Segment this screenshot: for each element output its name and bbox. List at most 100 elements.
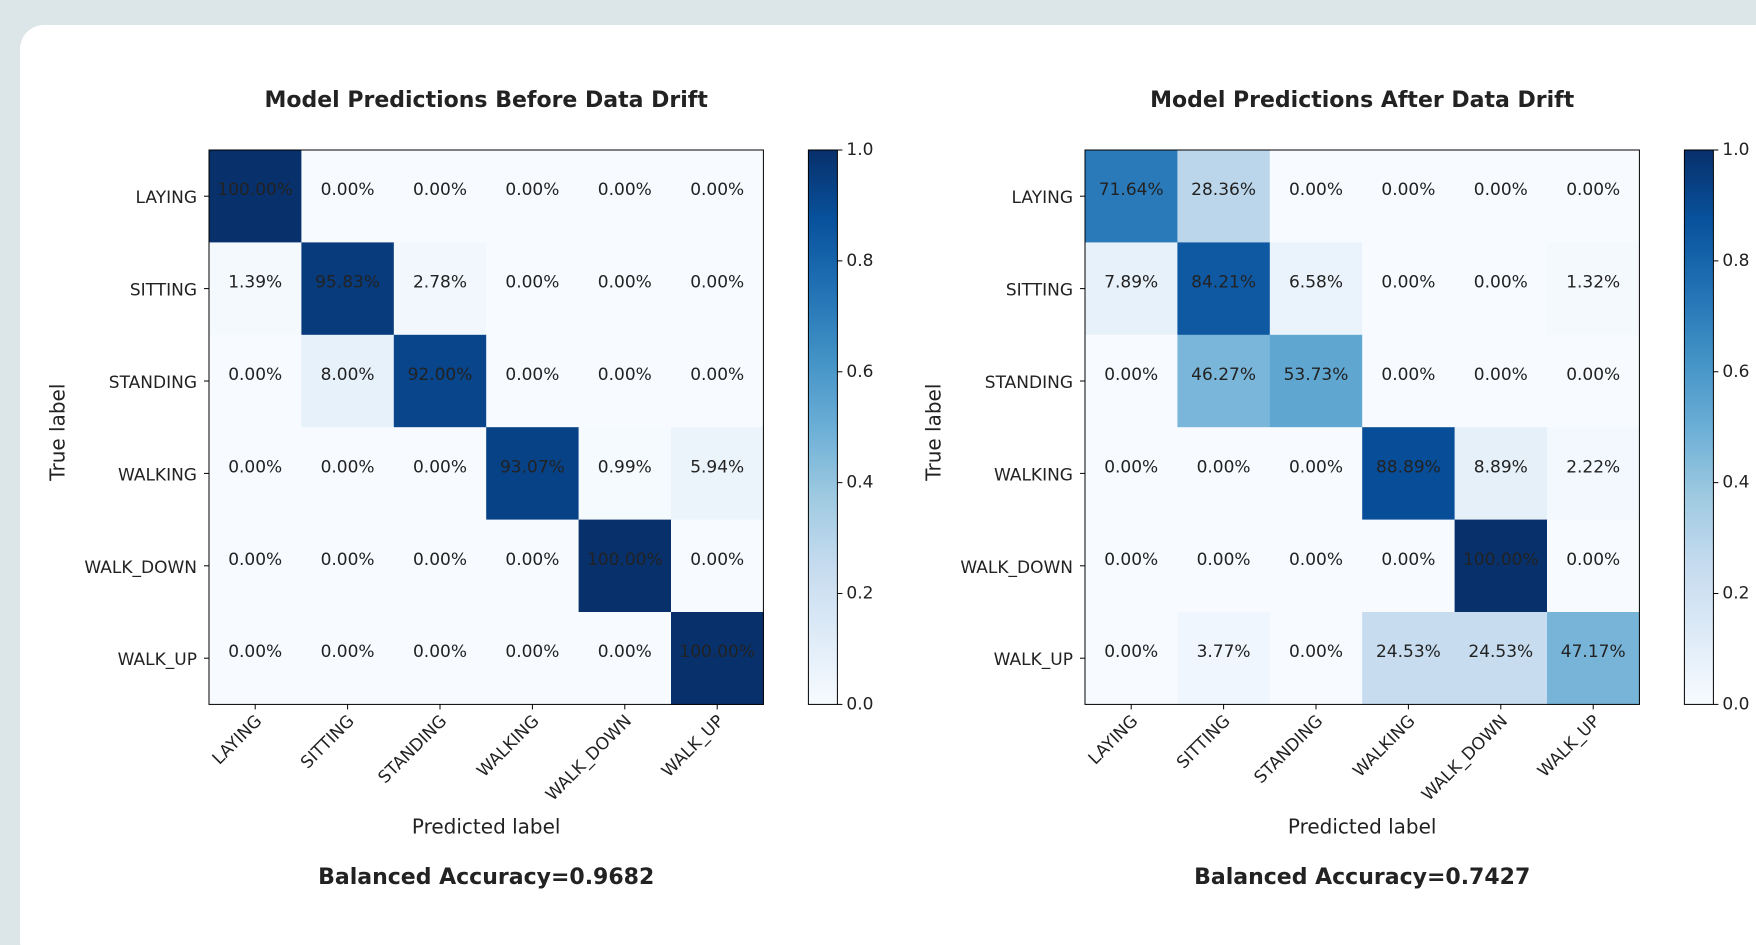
cell-label: 0.00% bbox=[505, 180, 559, 200]
heatmap-cell bbox=[393, 334, 487, 428]
heatmap-cell bbox=[301, 519, 395, 613]
cell-label: 0.00% bbox=[505, 365, 559, 385]
cell-label: 0.00% bbox=[1197, 550, 1251, 570]
cell-label: 0.00% bbox=[1381, 365, 1435, 385]
cell-label: 0.00% bbox=[413, 180, 467, 200]
cell-label: 7.89% bbox=[1104, 273, 1158, 293]
heatmap-cell bbox=[486, 242, 580, 336]
cell-label: 100.00% bbox=[1463, 550, 1539, 570]
heatmap-cell bbox=[1177, 150, 1271, 243]
heatmap-cell bbox=[1454, 242, 1548, 336]
cell-label: 0.00% bbox=[1566, 365, 1620, 385]
heatmap-cell bbox=[1454, 519, 1548, 613]
cell-label: 0.00% bbox=[1381, 550, 1435, 570]
heatmap-cell bbox=[301, 150, 395, 243]
heatmap-cell bbox=[486, 334, 580, 428]
cell-label: 1.39% bbox=[228, 273, 282, 293]
cell-label: 0.00% bbox=[1104, 642, 1158, 662]
cell-label: 0.00% bbox=[1289, 180, 1343, 200]
heatmap-cell bbox=[1362, 242, 1456, 336]
heatmap-cell bbox=[1177, 612, 1271, 705]
heatmap-cell bbox=[486, 150, 580, 243]
cell-label: 0.00% bbox=[1566, 550, 1620, 570]
heatmap-cell bbox=[1547, 519, 1640, 613]
colorbar bbox=[1683, 149, 1714, 705]
cell-label: 0.00% bbox=[1474, 180, 1528, 200]
heatmap-cell bbox=[301, 427, 395, 521]
heatmap-cell bbox=[1547, 242, 1640, 336]
heatmap-cell bbox=[671, 242, 764, 336]
heatmap-cell bbox=[1085, 612, 1178, 705]
cell-label: 0.00% bbox=[505, 550, 559, 570]
colorbar bbox=[807, 149, 838, 705]
heatmap-cell bbox=[1454, 612, 1548, 705]
y-tick-label: STANDING bbox=[109, 373, 197, 393]
heatmap-cell bbox=[1547, 612, 1640, 705]
heatmap-cell bbox=[393, 242, 487, 336]
colorbar-tick-label: 0.4 bbox=[1722, 473, 1749, 493]
heatmap-cell bbox=[1269, 427, 1363, 521]
y-tick-label: LAYING bbox=[136, 188, 197, 208]
heatmap-cell bbox=[1177, 519, 1271, 613]
heatmap-cell bbox=[1085, 334, 1178, 428]
heatmap-cell bbox=[1269, 519, 1363, 613]
heatmap-cell bbox=[1547, 427, 1640, 521]
cell-label: 5.94% bbox=[690, 457, 744, 477]
heatmap-cell bbox=[209, 242, 302, 336]
y-axis-label: True label bbox=[922, 384, 946, 482]
cell-label: 0.00% bbox=[413, 457, 467, 477]
heatmap-cell bbox=[671, 150, 764, 243]
cell-label: 0.00% bbox=[1289, 457, 1343, 477]
heatmap-cell bbox=[578, 334, 672, 428]
cell-label: 100.00% bbox=[587, 550, 663, 570]
cell-label: 47.17% bbox=[1561, 642, 1626, 662]
x-axis-label: Predicted label bbox=[412, 815, 561, 839]
heatmap-cell bbox=[671, 334, 764, 428]
heatmap-cell bbox=[209, 612, 302, 705]
chart-title: Model Predictions Before Data Drift bbox=[265, 88, 709, 113]
colorbar-tick-label: 0.2 bbox=[1722, 584, 1749, 604]
cell-label: 46.27% bbox=[1191, 365, 1256, 385]
cell-label: 71.64% bbox=[1099, 180, 1164, 200]
heatmap-cell bbox=[1177, 427, 1271, 521]
heatmap-cell bbox=[1085, 150, 1178, 243]
heatmap-cell bbox=[1362, 427, 1456, 521]
heatmap-cell bbox=[578, 612, 672, 705]
colorbar-tick-label: 0.6 bbox=[846, 362, 873, 382]
cell-label: 0.00% bbox=[321, 457, 375, 477]
heatmap-cell bbox=[1362, 519, 1456, 613]
heatmap-cell bbox=[1269, 242, 1363, 336]
cell-label: 24.53% bbox=[1376, 642, 1441, 662]
heatmap-cell bbox=[578, 150, 672, 243]
cell-label: 1.32% bbox=[1566, 273, 1620, 293]
heatmap-cell bbox=[393, 612, 487, 705]
colorbar-tick-label: 1.0 bbox=[1722, 140, 1749, 160]
cell-label: 0.00% bbox=[1104, 550, 1158, 570]
cell-label: 8.89% bbox=[1474, 457, 1528, 477]
heatmap-cell bbox=[1269, 334, 1363, 428]
cell-label: 0.00% bbox=[1381, 180, 1435, 200]
cell-label: 0.00% bbox=[1289, 550, 1343, 570]
cell-label: 0.00% bbox=[598, 180, 652, 200]
cell-label: 100.00% bbox=[679, 642, 755, 662]
heatmap-cell bbox=[1085, 519, 1178, 613]
y-tick-label: SITTING bbox=[130, 281, 197, 301]
heatmap-cell bbox=[301, 334, 395, 428]
cell-label: 28.36% bbox=[1191, 180, 1256, 200]
cell-label: 0.00% bbox=[690, 180, 744, 200]
heatmap-cell bbox=[301, 242, 395, 336]
heatmap-cell bbox=[209, 519, 302, 613]
colorbar-tick-label: 0.4 bbox=[846, 473, 873, 493]
y-tick-label: SITTING bbox=[1006, 281, 1073, 301]
heatmap-cell bbox=[1177, 334, 1271, 428]
cell-label: 0.00% bbox=[321, 550, 375, 570]
cell-label: 0.00% bbox=[321, 180, 375, 200]
heatmap-cell bbox=[1177, 242, 1271, 336]
cell-label: 0.00% bbox=[1197, 457, 1251, 477]
heatmap-cell bbox=[486, 612, 580, 705]
heatmap-cell bbox=[578, 242, 672, 336]
colorbar-tick-label: 0.0 bbox=[1722, 694, 1749, 714]
heatmap-cell bbox=[1269, 612, 1363, 705]
plot-frame bbox=[208, 149, 764, 705]
